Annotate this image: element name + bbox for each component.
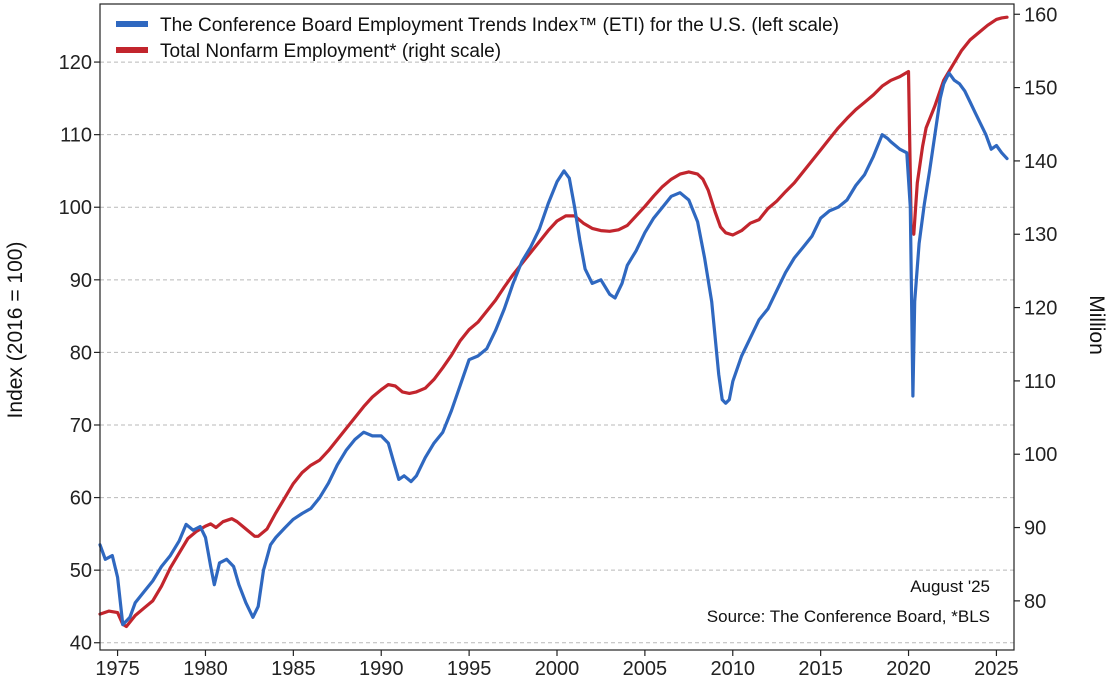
legend: The Conference Board Employment Trends I… — [116, 15, 839, 62]
right-tick-label: 150 — [1024, 78, 1057, 100]
left-tick-label: 40 — [70, 633, 92, 655]
plot-frame — [99, 3, 1015, 651]
right-tick-label: 160 — [1024, 4, 1057, 26]
x-tick-label: 2005 — [623, 658, 668, 680]
left-tick-label: 70 — [70, 415, 92, 437]
x-tick-label: 1980 — [183, 658, 228, 680]
series-line-eti — [98, 71, 1009, 627]
right-tick-label: 100 — [1024, 444, 1057, 466]
gridlines — [100, 61, 1014, 644]
x-tick-label: 2015 — [798, 658, 843, 680]
x-tick-label: 1995 — [447, 658, 492, 680]
right-tick-label: 110 — [1024, 371, 1056, 393]
left-tick-label: 110 — [60, 125, 92, 147]
left-tick-label: 50 — [70, 560, 92, 582]
date-annotation: August '25 — [910, 577, 990, 596]
right-tick-label: 80 — [1024, 591, 1046, 613]
x-tick-label: 2020 — [886, 658, 931, 680]
left-tick-label: 80 — [70, 342, 92, 364]
left-tick-label: 60 — [70, 488, 92, 510]
right-tick-label: 140 — [1024, 151, 1057, 173]
right-tick-label: 90 — [1024, 518, 1046, 540]
x-tick-label: 1975 — [95, 658, 140, 680]
x-tick-label: 2010 — [711, 658, 756, 680]
left-axis-title: Index (2016 = 100) — [4, 242, 27, 419]
series-line-employment — [98, 15, 1009, 629]
x-tick-label: 1985 — [271, 658, 316, 680]
x-tick-label: 2025 — [974, 658, 1019, 680]
axes: 40 50 60 70 80 90 100 110 120 80 90 100 110 120 130 140… — [59, 4, 1058, 680]
left-tick-label: 90 — [70, 270, 92, 292]
left-tick-label: 100 — [59, 197, 92, 219]
left-tick-label: 120 — [59, 52, 92, 74]
legend-label-eti: The Conference Board Employment Trends I… — [160, 15, 839, 36]
x-tick-label: 1990 — [359, 658, 404, 680]
right-axis-title: Million — [1085, 295, 1108, 355]
right-tick-label: 130 — [1024, 224, 1057, 246]
series-layer — [98, 15, 1009, 629]
source-annotation: Source: The Conference Board, *BLS — [707, 607, 990, 626]
right-tick-label: 120 — [1024, 298, 1057, 320]
legend-label-employment: Total Nonfarm Employment* (right scale) — [160, 41, 501, 62]
x-tick-label: 2000 — [535, 658, 580, 680]
